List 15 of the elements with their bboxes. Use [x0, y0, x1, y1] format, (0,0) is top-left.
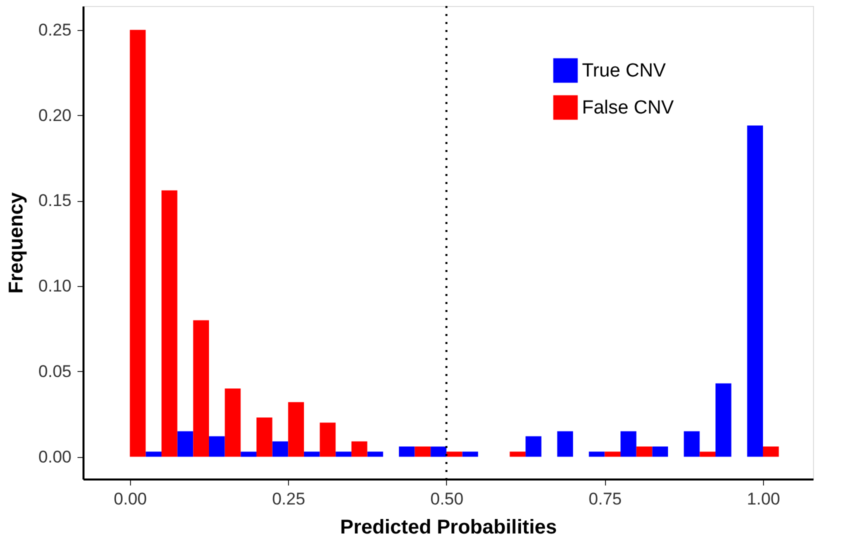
x-tick-label: 0.75 [588, 490, 622, 508]
y-axis-title: Frequency [5, 192, 28, 294]
y-tick-label: 0.00 [38, 447, 72, 466]
x-tick-label: 0.00 [114, 490, 147, 508]
legend-label: False CNV [582, 98, 674, 118]
x-tick-label: 0.50 [430, 490, 464, 508]
y-tick-label: 0.25 [38, 20, 72, 40]
y-tick-label: 0.20 [38, 106, 72, 125]
x-axis-title: Predicted Probabilities [340, 516, 557, 538]
y-tick-label: 0.05 [38, 362, 72, 381]
y-tick-label: 0.15 [38, 191, 72, 210]
x-tick-label: 1.00 [746, 490, 780, 508]
x-tick-label: 0.25 [272, 490, 306, 508]
y-tick-label: 0.10 [38, 276, 72, 296]
legend-label: True CNV [582, 60, 666, 82]
